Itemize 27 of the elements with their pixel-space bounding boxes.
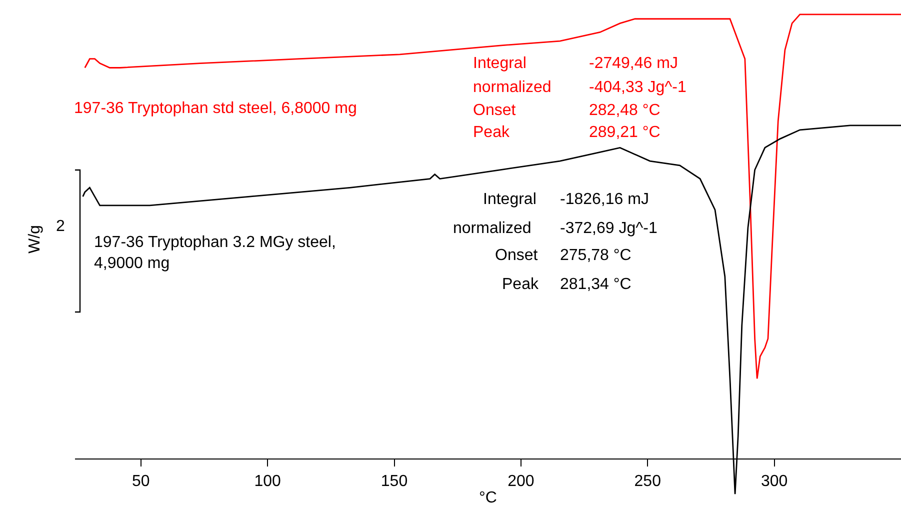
- x-tick-label: 150: [380, 472, 408, 490]
- annotation: Integral: [483, 191, 536, 208]
- annotation: normalized: [473, 79, 552, 96]
- annotation: -372,69 Jg^-1: [560, 220, 658, 237]
- annotation: -1826,16 mJ: [560, 191, 649, 208]
- annotation: Peak: [502, 276, 540, 293]
- annotation: Peak: [473, 124, 510, 141]
- x-tick-label: 50: [132, 472, 150, 490]
- x-tick-label: 100: [254, 472, 282, 490]
- annotation: 282,48 °C: [589, 102, 660, 119]
- annotation: Onset: [495, 247, 538, 264]
- text: 2: [56, 218, 65, 235]
- annotation: 197-36 Tryptophan 3.2 MGy steel, 4,9000 mg: [94, 234, 336, 272]
- x-axis-title: °C: [479, 489, 497, 506]
- annotation: 289,21 °C: [589, 124, 660, 141]
- x-tick-label: 250: [634, 472, 662, 490]
- x-tick-label: 300: [760, 472, 788, 490]
- annotation: normalized: [453, 220, 532, 237]
- annotation: Onset: [473, 102, 516, 119]
- y-axis-title: W/g: [26, 225, 44, 254]
- annotation: 197-36 Tryptophan std steel, 6,8000 mg: [74, 100, 357, 117]
- x-tick-label: 200: [508, 472, 534, 490]
- annotation: 275,78 °C: [560, 247, 632, 264]
- annotation: -404,33 Jg^-1: [589, 79, 686, 96]
- annotation: -2749,46 mJ: [589, 55, 678, 72]
- annotation: Integral: [473, 55, 526, 72]
- annotation: 281,34 °C: [560, 276, 632, 293]
